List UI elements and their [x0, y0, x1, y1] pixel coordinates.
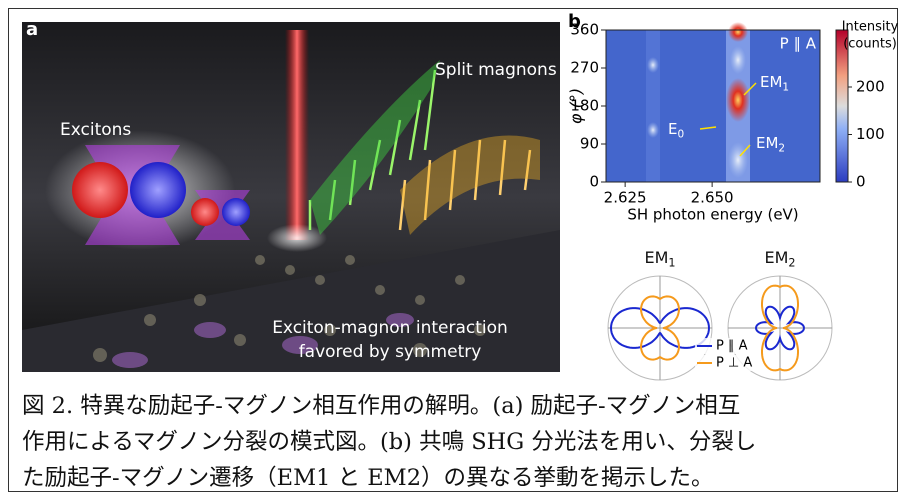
- polar-title: EM1: [644, 248, 675, 270]
- y-tick-label: 0: [589, 173, 599, 191]
- polar-title: EM2: [764, 248, 795, 270]
- label-text: E: [668, 120, 677, 138]
- caption-line: 作用によるマグノン分裂の模式図。(b) 共鳴 SHG 分光法を用い、分裂し: [22, 424, 756, 456]
- colorbar-tick-label: 200: [856, 78, 885, 96]
- label-text: EM: [644, 248, 668, 267]
- label-text: EM: [760, 73, 782, 91]
- y-tick-label: 270: [570, 59, 599, 77]
- label-interaction: favored by symmetry: [299, 342, 482, 362]
- y-tick-label: 90: [580, 135, 599, 153]
- annotation: P ∥ A: [780, 35, 817, 53]
- colorbar-label: Intensity: [842, 20, 899, 35]
- label-subscript: 2: [778, 142, 785, 154]
- y-axis-label: φ (°): [567, 88, 586, 124]
- label-excitons: Excitons: [60, 120, 131, 140]
- colorbar-tick-label: 0: [856, 173, 866, 191]
- x-tick-label: 2.625: [604, 189, 647, 207]
- label-magnons: Split magnons: [435, 60, 557, 80]
- label-subscript: 1: [668, 257, 675, 270]
- x-axis-label: SH photon energy (eV): [627, 206, 798, 224]
- colorbar-label: (counts): [843, 37, 897, 52]
- legend-label: P ⊥ A: [716, 356, 752, 371]
- colorbar-tick-label: 100: [856, 125, 885, 143]
- label-interaction: Exciton-magnon interaction: [272, 318, 508, 338]
- panel-label: a: [26, 19, 38, 40]
- label-text: EM: [756, 134, 778, 152]
- caption-line: 図 2. 特異な励起子-マグノン相互作用の解明。(a) 励起子-マグノン相互: [22, 388, 740, 420]
- label-text: EM: [764, 248, 788, 267]
- label-subscript: 2: [788, 257, 795, 270]
- page: a Excitons Split magnons Exciton-magnon …: [0, 0, 907, 501]
- caption-line: た励起子-マグノン遷移（EM1 と EM2）の異なる挙動を掲示した。: [22, 460, 714, 492]
- y-tick-label: 360: [570, 21, 599, 39]
- label-subscript: 1: [782, 81, 789, 93]
- label-subscript: 0: [677, 128, 684, 140]
- legend-label: P ∥ A: [716, 339, 748, 354]
- x-tick-label: 2.650: [691, 189, 734, 207]
